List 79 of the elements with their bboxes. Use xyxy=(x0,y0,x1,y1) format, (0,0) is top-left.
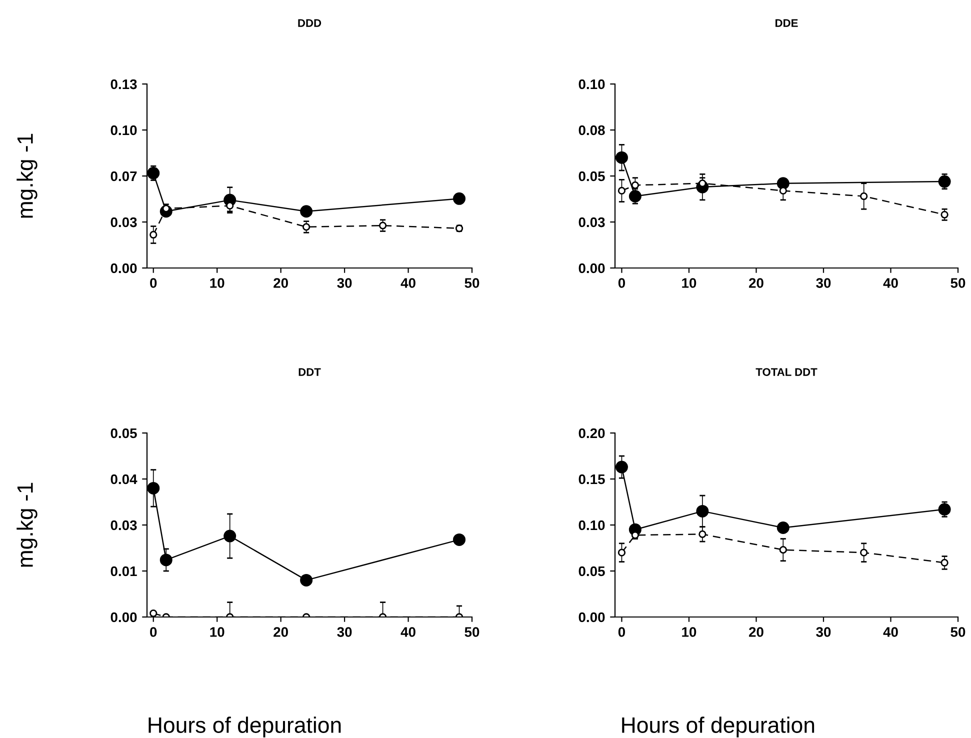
y-tick-label: 0.03 xyxy=(110,217,137,228)
point xyxy=(615,151,628,164)
point xyxy=(302,223,310,231)
point xyxy=(940,558,948,567)
x-tick-label: 10 xyxy=(210,278,224,288)
x-tick-label: 30 xyxy=(816,627,831,637)
x-tick-label: 0 xyxy=(150,627,157,637)
x-tick-label: 0 xyxy=(618,278,626,288)
point xyxy=(147,166,160,180)
point xyxy=(453,533,466,546)
x-tick-label: 40 xyxy=(883,627,898,637)
y-tick-label: 0.07 xyxy=(110,171,137,182)
x-tick-label: 0 xyxy=(618,627,626,637)
point xyxy=(938,175,951,188)
chart-title: DDD xyxy=(298,19,322,27)
y-tick-label: 0.00 xyxy=(578,612,605,622)
y-tick-label: 0.00 xyxy=(110,612,137,622)
point xyxy=(779,546,787,554)
x-tick-label: 20 xyxy=(748,278,764,288)
chart-title: DDE xyxy=(776,19,798,27)
x-tick-label: 20 xyxy=(274,627,288,637)
x-tick-label: 10 xyxy=(682,278,696,288)
y-tick-label: 0.08 xyxy=(578,125,605,136)
x-tick-label: 40 xyxy=(400,627,416,637)
point xyxy=(696,504,709,518)
y-tick-label: 0.01 xyxy=(110,566,137,576)
chart-title: TOTAL DDT xyxy=(756,368,818,376)
point xyxy=(224,530,236,542)
y-tick-label: 0.10 xyxy=(110,125,137,136)
point xyxy=(618,548,626,556)
point xyxy=(860,548,868,556)
point xyxy=(378,222,387,230)
point xyxy=(618,186,626,195)
point xyxy=(938,503,951,516)
x-tick-label: 10 xyxy=(210,627,224,637)
y-tick-label: 0.15 xyxy=(578,474,605,484)
y-tick-label: 0.20 xyxy=(578,428,605,438)
point xyxy=(698,530,706,538)
x-tick-label: 30 xyxy=(816,278,831,288)
x-tick-label: 50 xyxy=(950,627,966,637)
y-tick-label: 0.04 xyxy=(110,474,138,484)
x-tick-label: 20 xyxy=(274,278,288,288)
point xyxy=(300,574,313,586)
point xyxy=(940,210,948,218)
y-tick-label: 0.13 xyxy=(110,79,137,90)
y-tick-label: 0.00 xyxy=(110,263,137,274)
point xyxy=(776,522,790,534)
y-axis-title: mg.kg -1 xyxy=(16,482,38,567)
point xyxy=(628,190,642,202)
x-tick-label: 30 xyxy=(337,278,352,288)
y-tick-label: 0.00 xyxy=(578,263,605,274)
point xyxy=(615,460,628,474)
y-tick-label: 0.03 xyxy=(110,520,137,530)
point xyxy=(776,177,790,190)
y-tick-label: 0.05 xyxy=(110,428,137,438)
chart-title: DDT xyxy=(298,368,321,376)
y-tick-label: 0.10 xyxy=(578,520,605,530)
point xyxy=(453,192,466,205)
point xyxy=(300,205,313,218)
y-tick-label: 0.05 xyxy=(578,566,605,576)
x-tick-label: 0 xyxy=(150,278,157,288)
y-axis-title: mg.kg -1 xyxy=(16,134,38,218)
point xyxy=(150,230,158,239)
x-tick-label: 40 xyxy=(883,278,898,288)
point xyxy=(860,192,868,200)
x-tick-label: 30 xyxy=(337,627,352,637)
y-tick-label: 0.05 xyxy=(578,171,605,182)
x-tick-label: 50 xyxy=(464,278,480,288)
x-tick-label: 40 xyxy=(400,278,416,288)
point xyxy=(147,482,160,494)
x-axis-title: Hours of depuration xyxy=(148,716,341,738)
x-tick-label: 10 xyxy=(682,627,696,637)
x-tick-label: 50 xyxy=(950,278,966,288)
point xyxy=(160,554,172,566)
x-axis-title: Hours of depuration xyxy=(622,716,814,738)
y-tick-label: 0.10 xyxy=(578,79,605,90)
y-tick-label: 0.03 xyxy=(578,217,605,228)
x-tick-label: 50 xyxy=(464,627,480,637)
x-tick-label: 20 xyxy=(748,627,764,637)
